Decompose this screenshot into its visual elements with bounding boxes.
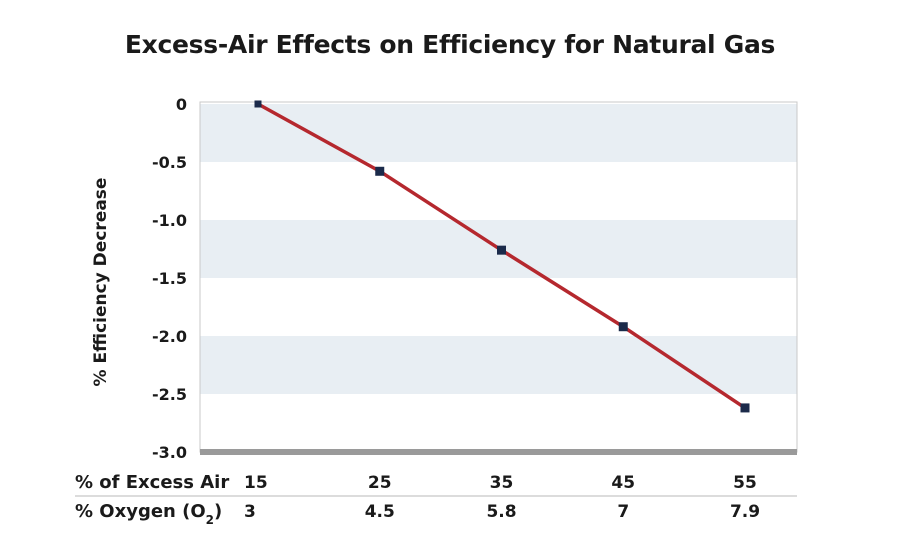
- y-tick-labels: 0 -0.5 -1.0 -1.5 -2.0 -2.5 -3.0: [152, 95, 187, 462]
- x-row-label: % Oxygen (O2): [75, 501, 222, 527]
- x-row-value: 7: [617, 502, 629, 522]
- x-row-value: 3: [244, 502, 256, 522]
- y-tick-label: -2.0: [152, 327, 187, 346]
- x-row-value: 35: [490, 473, 514, 493]
- y-tick-label: -3.0: [152, 443, 187, 462]
- data-point: [618, 322, 628, 332]
- grid-bands: [200, 104, 797, 394]
- x-row-value: 55: [733, 473, 757, 493]
- data-point: [254, 100, 262, 108]
- y-tick-label: -1.0: [152, 211, 187, 230]
- data-markers: [254, 100, 750, 413]
- y-tick-label: -1.5: [152, 269, 187, 288]
- x-row-value: 45: [611, 473, 635, 493]
- x-row-value: 7.9: [730, 502, 760, 522]
- data-point: [740, 403, 750, 413]
- data-point: [497, 245, 506, 255]
- x-value-rows: % of Excess Air 15 25 35 45 55 % Oxygen (O2) 3 4…: [75, 472, 760, 527]
- y-tick-label: -0.5: [152, 153, 187, 172]
- x-row-value: 15: [244, 473, 268, 493]
- y-tick-label: 0: [176, 95, 187, 114]
- x-row-value: 4.5: [365, 502, 395, 522]
- x-row-label: % of Excess Air: [75, 472, 229, 493]
- x-row-value: 5.8: [486, 502, 516, 522]
- y-tick-label: -2.5: [152, 385, 187, 404]
- grid-band: [200, 336, 797, 394]
- x-row-value: 25: [368, 473, 392, 493]
- grid-band: [200, 104, 797, 162]
- chart-title: Excess-Air Effects on Efficiency for Nat…: [124, 30, 776, 59]
- data-point: [375, 166, 385, 176]
- y-axis-label: % Efficiency Decrease: [91, 178, 111, 387]
